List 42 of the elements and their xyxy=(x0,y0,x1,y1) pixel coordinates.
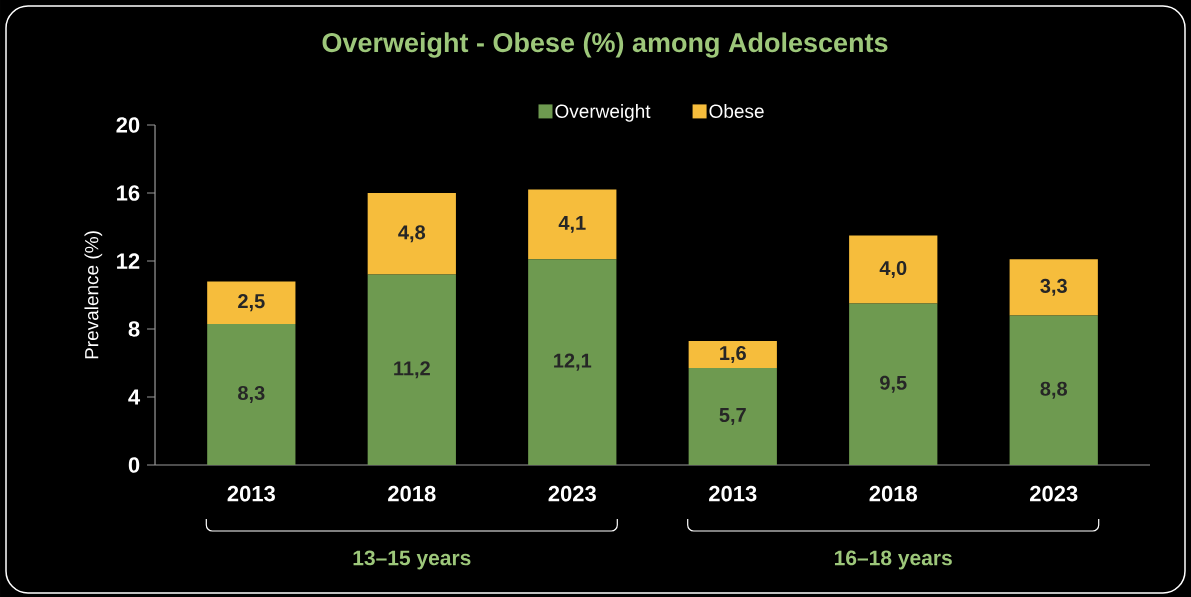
legend-label: Overweight xyxy=(555,104,651,122)
bar xyxy=(528,189,617,260)
x-tick-label: 2013 xyxy=(709,485,757,502)
y-tick-label: 20 xyxy=(116,117,140,133)
bar xyxy=(849,303,938,465)
chart-title: Overweight - Obese (%) among Adolescents xyxy=(322,32,888,58)
bar xyxy=(528,259,617,465)
text: 16–18 years xyxy=(834,550,952,570)
y-tick-label: 4 xyxy=(128,389,141,405)
bar xyxy=(367,192,456,275)
data-label: 2,5 xyxy=(238,294,265,312)
bar xyxy=(688,368,777,465)
y-axis-title: Prevalence (%) xyxy=(84,231,103,359)
text: 13–15 years xyxy=(353,550,471,570)
bar xyxy=(1009,259,1098,316)
data-label: 8,3 xyxy=(238,385,265,403)
y-tick-label: 16 xyxy=(117,185,140,201)
data-label: 11,2 xyxy=(394,361,430,379)
x-tick-label: 2018 xyxy=(869,485,918,502)
bar xyxy=(367,274,456,465)
y-tick-label: 8 xyxy=(128,321,140,337)
bar xyxy=(849,235,938,304)
bar xyxy=(688,340,777,369)
data-label: 5,7 xyxy=(719,408,746,425)
x-tick-label: 2018 xyxy=(388,485,436,502)
y-tick-label: 12 xyxy=(117,253,140,269)
y-tick-label: 0 xyxy=(128,457,140,473)
data-label: 12,1 xyxy=(554,353,592,371)
data-label: 4,1 xyxy=(558,216,586,233)
x-tick-label: 2023 xyxy=(548,485,596,502)
bar xyxy=(207,323,296,465)
legend-label: Obese xyxy=(709,104,764,118)
data-label: 9,5 xyxy=(880,375,907,393)
data-label: 1,6 xyxy=(720,345,746,364)
data-label: 4,0 xyxy=(879,260,907,279)
data-label: 4,8 xyxy=(398,225,426,243)
bar xyxy=(1009,315,1098,465)
data-label: 8,8 xyxy=(1040,381,1068,399)
x-tick-label: 2023 xyxy=(1030,485,1078,502)
data-label: 3,3 xyxy=(1040,278,1067,296)
x-tick-label: 2013 xyxy=(227,485,275,502)
bar xyxy=(207,281,296,324)
